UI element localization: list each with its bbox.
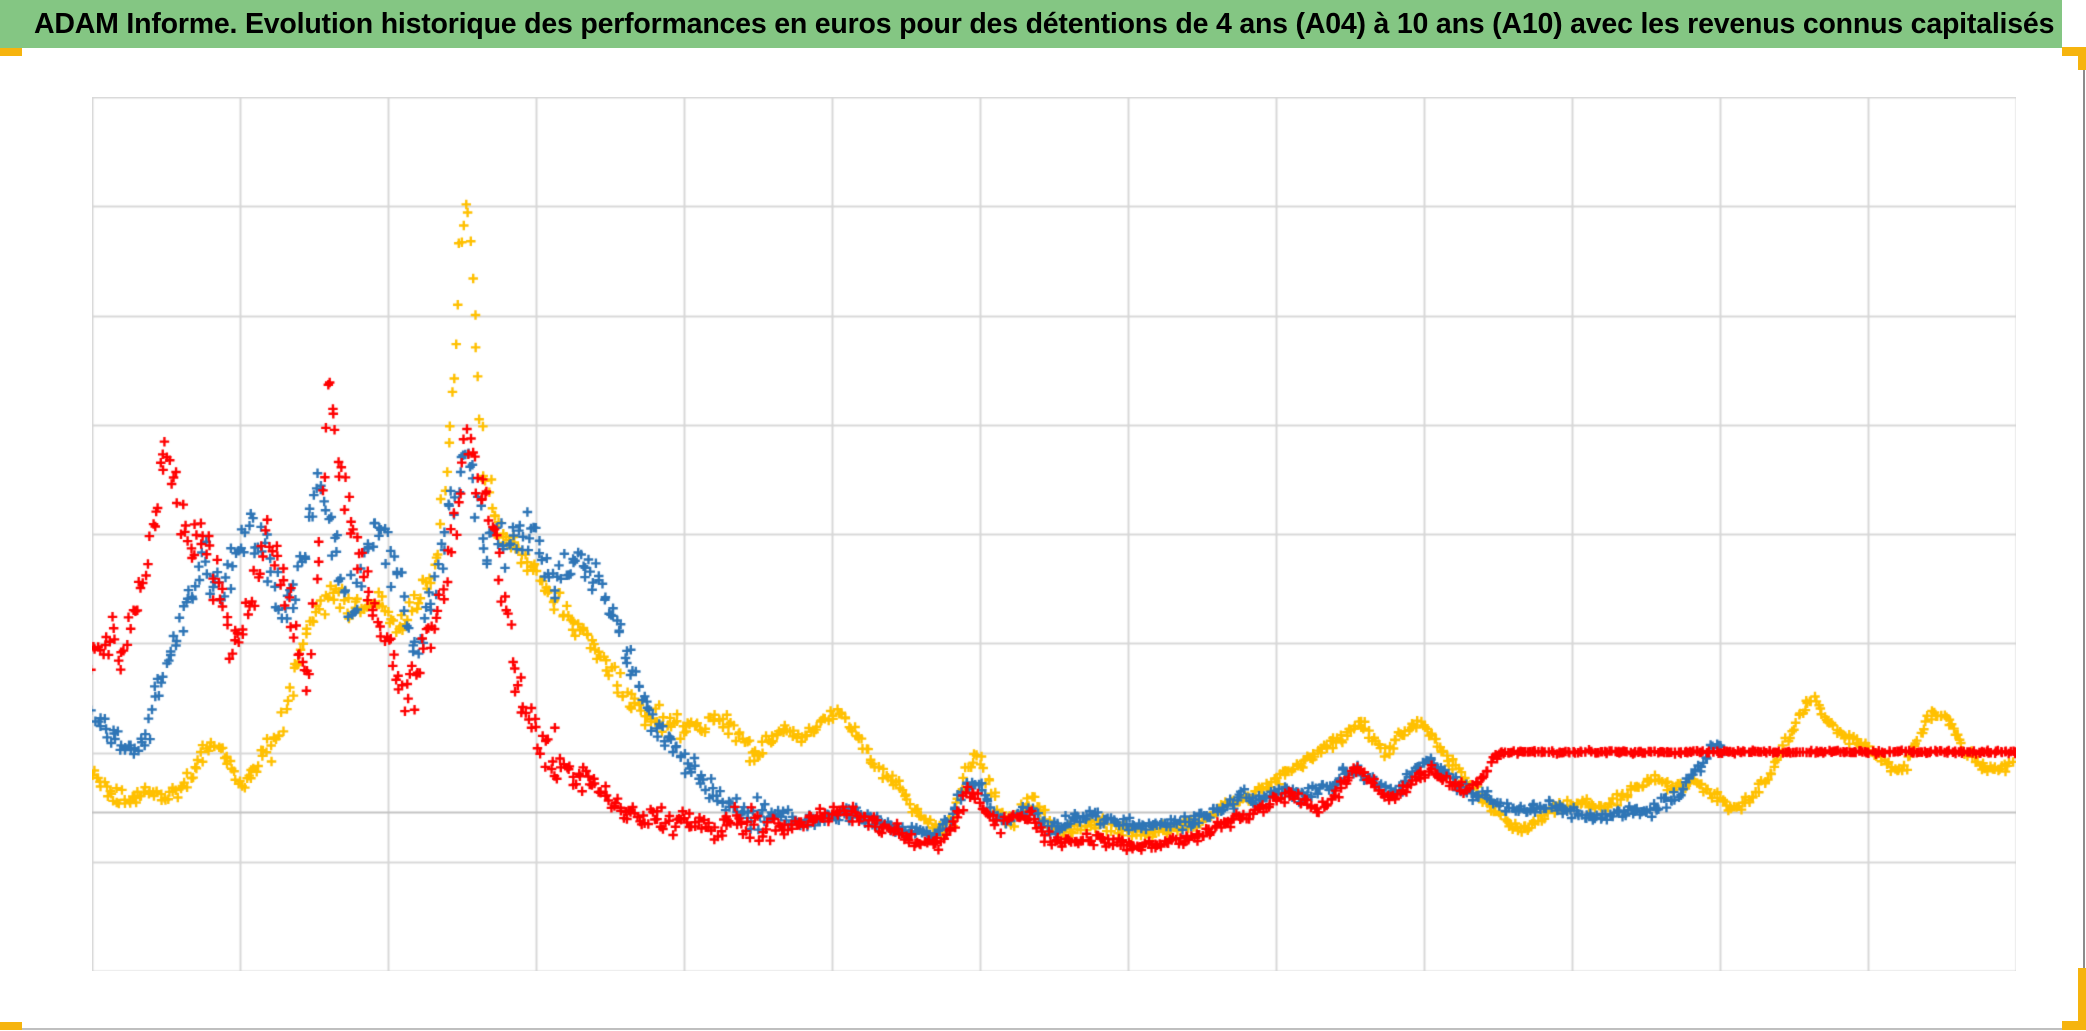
corner-accent-top-right-vertical — [2078, 47, 2086, 70]
corner-accent-top-left — [0, 48, 22, 56]
corner-accent-bottom-right-vertical — [2078, 968, 2086, 1030]
page-title: ADAM Informe. Evolution historique des p… — [34, 8, 2055, 40]
chart-plot-area — [92, 97, 2016, 971]
page-bottom-line — [0, 1028, 2086, 1030]
corner-accent-bottom-left — [0, 1022, 22, 1030]
corner-accent-bottom-right-horizontal — [2062, 1021, 2086, 1030]
chart-right-border-line — [2083, 56, 2085, 1029]
title-bar: ADAM Informe. Evolution historique des p… — [0, 0, 2062, 48]
chart-canvas — [92, 97, 2016, 971]
corner-accent-top-right-horizontal — [2062, 47, 2086, 56]
